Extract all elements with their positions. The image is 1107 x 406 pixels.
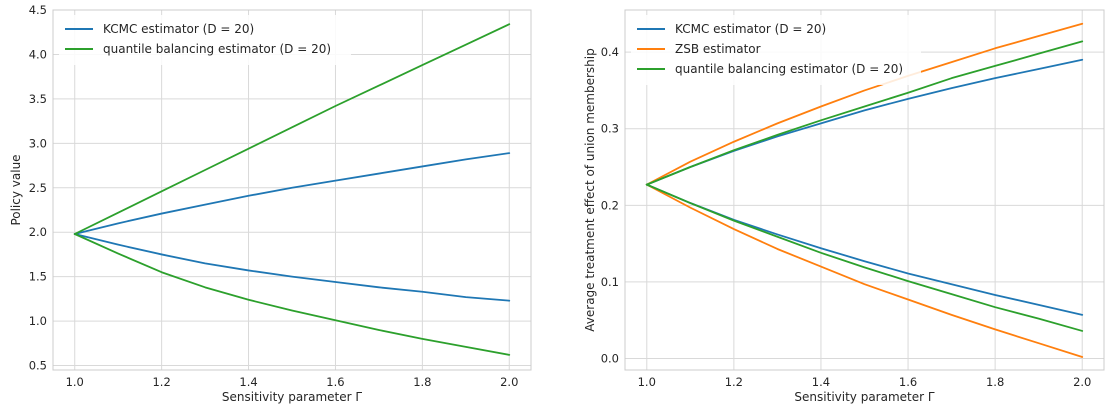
y-tick-label: 1.5: [29, 270, 47, 284]
y-tick-label: 0.3: [601, 122, 619, 136]
y-tick-label: 4.5: [29, 3, 47, 17]
series-line-lower-1: [73, 233, 511, 302]
x-tick-label: 1.4: [239, 375, 257, 389]
x-tick-label: 2.0: [500, 375, 518, 389]
y-axis-label: Average treatment effect of union member…: [583, 48, 597, 331]
legend-entry: quantile balancing estimator (D = 20): [103, 42, 331, 56]
y-tick-label: 0.4: [601, 45, 619, 59]
y-tick-label: 3.5: [29, 92, 47, 106]
right-panel-average-treatment-effect: 1.0 1.2 1.4 1.6 1.8 2.0 0.0 0.1 0.2 0.3 0.4 Sensiti…: [583, 9, 1105, 404]
legend-background: [59, 15, 351, 65]
legend: KCMC estimator (D = 20) ZSB estimator quan…: [631, 15, 921, 85]
x-tick-label: 1.8: [413, 375, 431, 389]
x-tick-label: 1.8: [986, 375, 1004, 389]
series-line-lower-3: [645, 183, 1084, 358]
series-line-lower-1: [645, 183, 1084, 316]
y-tick-label: 2.5: [29, 181, 47, 195]
legend: KCMC estimator (D = 20) quantile balancin…: [59, 15, 351, 65]
y-tick-label: 3.0: [29, 136, 47, 150]
legend-entry: quantile balancing estimator (D = 20): [675, 62, 903, 76]
plot-frame: [52, 9, 532, 371]
y-tick-label: 0.5: [29, 359, 47, 373]
legend-background: [631, 15, 921, 85]
left-panel-policy-value: 1.0 1.2 1.4 1.6 1.8 2.0 0.5 1.0 1.5 2.0 2.5 3.0 3.5 4…: [9, 3, 532, 404]
x-axis-label: Sensitivity parameter Γ: [222, 390, 362, 404]
series-line-lower-3: [73, 233, 511, 356]
x-tick-label: 2.0: [1073, 375, 1091, 389]
y-tick-label: 0.2: [601, 198, 619, 212]
legend-entry: ZSB estimator: [675, 42, 761, 56]
series-line-lower-5: [645, 183, 1084, 332]
plot-frame: [624, 9, 1105, 371]
x-tick-label: 1.6: [899, 375, 917, 389]
x-tick-label: 1.0: [638, 375, 656, 389]
legend-entry: KCMC estimator (D = 20): [675, 22, 826, 36]
x-tick-label: 1.6: [326, 375, 344, 389]
y-tick-label: 0.0: [601, 352, 619, 366]
series-line-upper-2: [73, 23, 511, 235]
series-line-upper-0: [73, 152, 511, 235]
y-tick-label: 4.0: [29, 47, 47, 61]
series-line-upper-2: [645, 22, 1084, 186]
y-axis-label: Policy value: [9, 154, 23, 225]
series-line-upper-4: [645, 40, 1084, 186]
y-tick-label: 0.1: [601, 275, 619, 289]
y-tick-label: 2.0: [29, 225, 47, 239]
x-tick-label: 1.4: [812, 375, 830, 389]
x-tick-label: 1.0: [66, 375, 84, 389]
x-tick-label: 1.2: [725, 375, 743, 389]
x-tick-label: 1.2: [152, 375, 170, 389]
legend-entry: KCMC estimator (D = 20): [103, 22, 254, 36]
x-axis-label: Sensitivity parameter Γ: [794, 390, 934, 404]
y-tick-label: 1.0: [29, 314, 47, 328]
